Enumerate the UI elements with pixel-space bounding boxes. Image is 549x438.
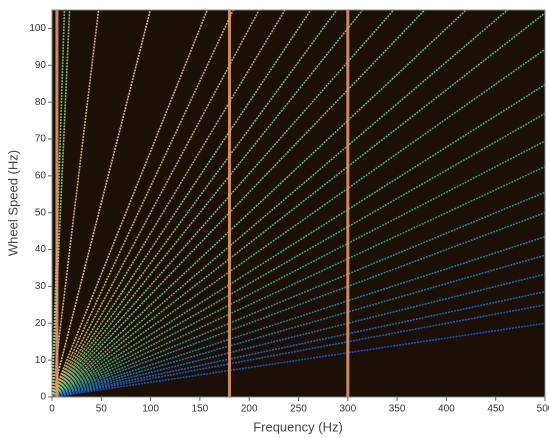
x-tick-label: 250 xyxy=(290,404,307,415)
order-line xyxy=(52,10,100,397)
y-tick-label: 30 xyxy=(35,281,47,292)
x-tick-label: 100 xyxy=(142,404,159,415)
order-line xyxy=(52,10,364,397)
order-line xyxy=(52,10,71,397)
order-line xyxy=(52,10,312,397)
y-tick-label: 50 xyxy=(35,207,47,218)
x-tick-label: 150 xyxy=(192,404,209,415)
order-line xyxy=(52,304,545,397)
y-tick-label: 20 xyxy=(35,318,47,329)
order-line xyxy=(52,235,545,397)
x-tick-label: 200 xyxy=(241,404,258,415)
order-line xyxy=(52,10,260,397)
order-line xyxy=(52,10,152,397)
order-line xyxy=(52,10,509,397)
x-tick-label: 500 xyxy=(537,404,549,415)
y-tick-label: 70 xyxy=(35,134,47,145)
order-line xyxy=(52,10,395,397)
y-tick-label: 100 xyxy=(29,23,46,34)
order-line xyxy=(52,322,545,397)
order-line xyxy=(52,83,545,397)
order-line xyxy=(52,48,545,397)
order-line xyxy=(52,165,545,397)
order-line xyxy=(52,140,545,397)
y-tick-label: 60 xyxy=(35,170,47,181)
y-tick-label: 0 xyxy=(40,392,46,403)
order-line xyxy=(52,112,545,397)
y-tick-label: 40 xyxy=(35,244,47,255)
order-line xyxy=(52,10,234,397)
x-tick-label: 50 xyxy=(96,404,108,415)
order-line xyxy=(52,211,545,397)
x-tick-label: 0 xyxy=(49,404,55,415)
x-tick-label: 300 xyxy=(339,404,356,415)
order-line xyxy=(52,10,426,397)
order-line xyxy=(52,10,286,397)
x-axis-label: Frequency (Hz) xyxy=(253,419,343,434)
y-tick-label: 10 xyxy=(35,355,47,366)
y-axis-label: Wheel Speed (Hz) xyxy=(5,150,20,256)
x-tick-label: 350 xyxy=(389,404,406,415)
y-tick-label: 90 xyxy=(35,60,47,71)
plot-background xyxy=(52,10,545,397)
order-line xyxy=(52,10,209,397)
order-line xyxy=(52,10,338,397)
x-tick-label: 450 xyxy=(487,404,504,415)
x-tick-label: 400 xyxy=(438,404,455,415)
y-tick-label: 80 xyxy=(35,97,47,108)
order-line xyxy=(52,10,467,397)
order-line xyxy=(52,191,545,397)
